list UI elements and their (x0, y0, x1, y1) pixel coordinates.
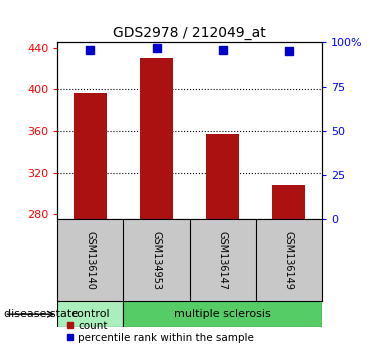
Bar (74, 93, 107, 219)
Bar (124, 301, 322, 327)
Bar (140, 58, 173, 219)
Text: control: control (71, 309, 110, 319)
Text: GSM136149: GSM136149 (284, 231, 294, 290)
Bar (57, 301, 124, 327)
Bar (206, 134, 239, 219)
Title: GDS2978 / 212049_at: GDS2978 / 212049_at (113, 26, 266, 40)
Text: GSM136147: GSM136147 (218, 231, 228, 290)
Text: multiple sclerosis: multiple sclerosis (174, 309, 271, 319)
Bar (272, 185, 305, 219)
Text: disease state: disease state (4, 309, 78, 319)
Text: GSM134953: GSM134953 (152, 231, 162, 290)
Legend: count, percentile rank within the sample: count, percentile rank within the sample (63, 316, 258, 347)
Text: GSM136140: GSM136140 (85, 231, 95, 290)
